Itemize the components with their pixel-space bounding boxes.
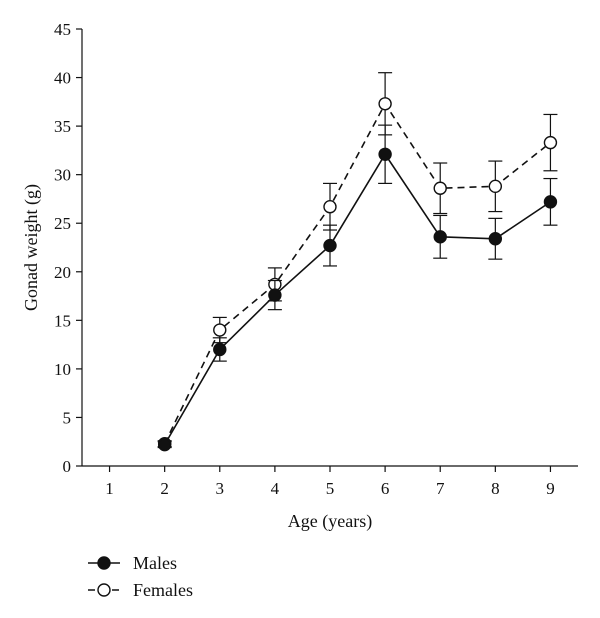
x-axis-title: Age (years) xyxy=(288,511,372,532)
series-males xyxy=(157,124,558,452)
y-tick-label: 45 xyxy=(54,20,71,39)
legend-marker xyxy=(97,556,111,570)
x-tick-label: 4 xyxy=(271,479,280,498)
y-tick-label: 35 xyxy=(54,117,71,136)
data-point-males xyxy=(213,342,227,357)
y-tick-label: 20 xyxy=(54,263,71,282)
data-point-females xyxy=(323,200,337,214)
data-point-males xyxy=(268,288,282,302)
x-tick-label: 6 xyxy=(381,479,390,498)
data-point-males xyxy=(323,238,337,253)
x-tick-label: 8 xyxy=(491,479,500,498)
series-line-males xyxy=(163,152,551,446)
data-point-females xyxy=(488,179,503,194)
data-point-males xyxy=(378,147,392,161)
legend-label: Females xyxy=(133,580,193,600)
y-tick-label: 0 xyxy=(63,457,72,476)
legend-item-males: Males xyxy=(88,553,177,573)
data-point-males xyxy=(543,195,558,209)
y-tick-label: 25 xyxy=(54,214,71,233)
legend-item-females: Females xyxy=(88,580,193,600)
legend-marker xyxy=(97,583,111,597)
series-line-females xyxy=(163,102,551,445)
y-tick-label: 15 xyxy=(54,311,71,330)
data-point-males xyxy=(433,230,447,244)
data-point-females xyxy=(213,323,227,337)
data-point-females xyxy=(543,135,558,150)
y-tick-label: 10 xyxy=(54,360,71,379)
y-tick-label: 5 xyxy=(63,408,72,427)
y-axis-title: Gonad weight (g) xyxy=(21,184,42,311)
x-tick-label: 2 xyxy=(160,479,169,498)
data-point-males xyxy=(157,437,172,452)
x-tick-label: 1 xyxy=(105,479,114,498)
data-point-females xyxy=(378,97,392,111)
y-tick-label: 30 xyxy=(54,166,71,185)
data-point-females xyxy=(433,181,447,195)
legend: Males Females xyxy=(88,553,193,600)
x-tick-label: 7 xyxy=(436,479,445,498)
x-tick-label: 9 xyxy=(546,479,555,498)
x-tick-label: 3 xyxy=(216,479,225,498)
series-layer xyxy=(157,72,558,452)
series-females xyxy=(157,72,558,451)
legend-label: Males xyxy=(133,553,177,573)
data-point-males xyxy=(488,232,503,246)
x-tick-label: 5 xyxy=(326,479,335,498)
y-tick-label: 40 xyxy=(54,69,71,88)
